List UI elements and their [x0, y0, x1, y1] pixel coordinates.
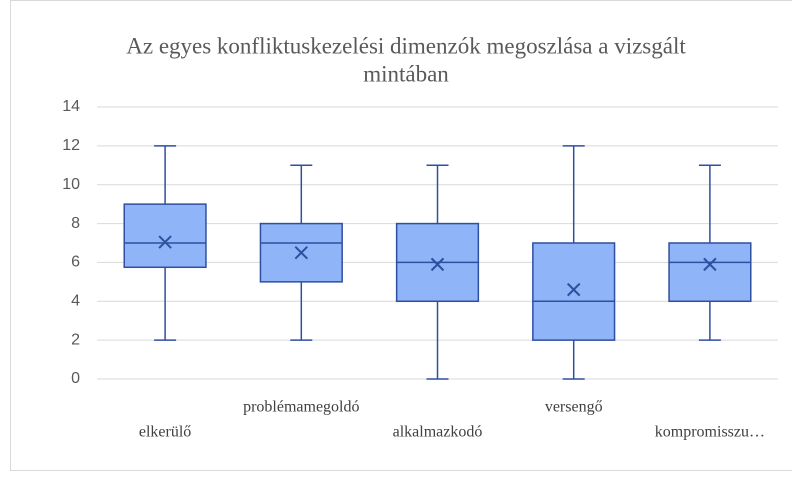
- box: [123, 203, 207, 269]
- y-tick-label: 14: [62, 98, 80, 115]
- mean-marker: [703, 257, 717, 272]
- x-tick-label: kompromisszu…: [655, 424, 765, 441]
- y-tick-label: 6: [71, 254, 80, 271]
- mean-marker: [430, 257, 445, 272]
- y-tick-label: 10: [62, 176, 80, 193]
- y-tick-label: 8: [71, 215, 80, 232]
- chart-title: mintában: [363, 61, 449, 86]
- box: [532, 242, 616, 341]
- mean-marker: [158, 235, 172, 249]
- box: [668, 242, 752, 303]
- y-tick-label: 2: [71, 331, 80, 348]
- mean-marker: [294, 246, 309, 260]
- chart-title: Az egyes konfliktuskezelési dimenzók meg…: [126, 33, 686, 58]
- x-tick-label: elkerülő: [139, 424, 191, 441]
- x-tick-label: versengő: [545, 399, 603, 416]
- mean-marker: [566, 282, 581, 297]
- x-tick-label: alkalmazkodó: [393, 424, 483, 441]
- y-tick-label: 4: [71, 293, 80, 310]
- y-tick-label: 0: [71, 370, 80, 387]
- y-tick-label: 12: [62, 137, 80, 154]
- x-tick-label: problémamegoldó: [243, 399, 359, 416]
- chart-frame: [10, 0, 792, 471]
